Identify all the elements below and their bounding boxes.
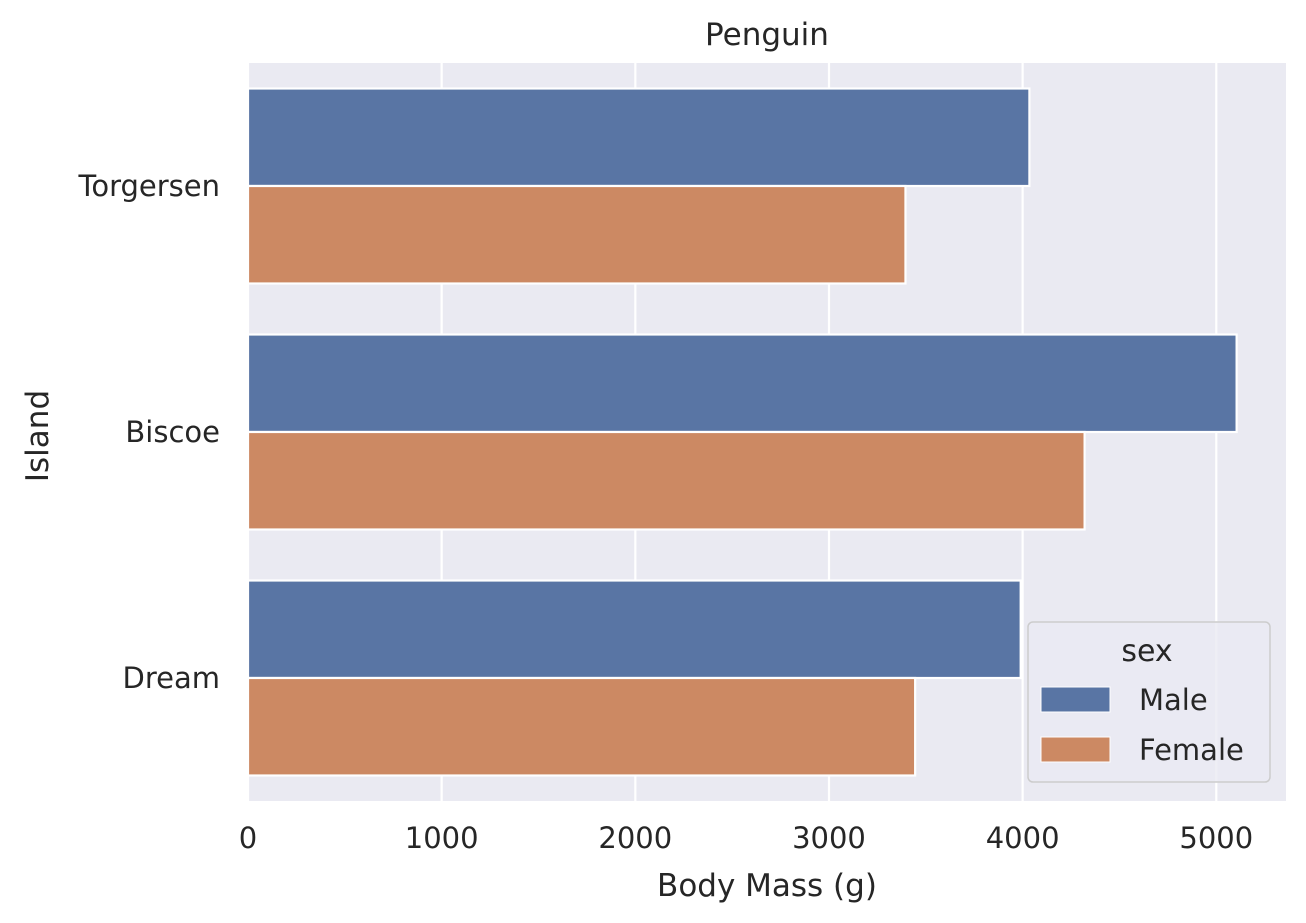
bars [246,87,1238,777]
x-tick-label: 3000 [792,821,866,855]
bar-torgersen-male [246,87,1031,188]
x-tick-label: 4000 [986,821,1060,855]
bar-dream-male [246,579,1022,680]
x-tick-labels: 0 1000 2000 3000 4000 5000 [239,821,1253,855]
legend-swatch-female [1040,736,1111,763]
bar-biscoe-male [246,333,1238,434]
legend-items: Male Female [1040,683,1244,767]
y-tick-label: Torgersen [78,169,220,203]
bar-torgersen-female [246,184,907,285]
x-tick-label: 2000 [598,821,672,855]
legend-title: sex [1121,634,1172,669]
legend-label-male: Male [1139,683,1208,717]
chart-title: Penguin [705,17,829,53]
y-tick-label: Biscoe [125,415,220,449]
y-tick-label: Dream [123,661,220,695]
legend-swatch-male [1040,686,1111,713]
x-tick-label: 1000 [405,821,479,855]
x-tick-label: 0 [239,821,257,855]
legend: sex Male Female [1027,621,1271,783]
bar-dream-female [246,676,917,777]
legend-label-female: Female [1139,733,1244,767]
bar-biscoe-female [246,430,1086,531]
y-tick-labels: Torgersen Biscoe Dream [78,169,220,695]
y-axis-title: Island [20,390,56,482]
x-axis-title: Body Mass (g) [657,868,877,904]
x-tick-label: 5000 [1179,821,1253,855]
